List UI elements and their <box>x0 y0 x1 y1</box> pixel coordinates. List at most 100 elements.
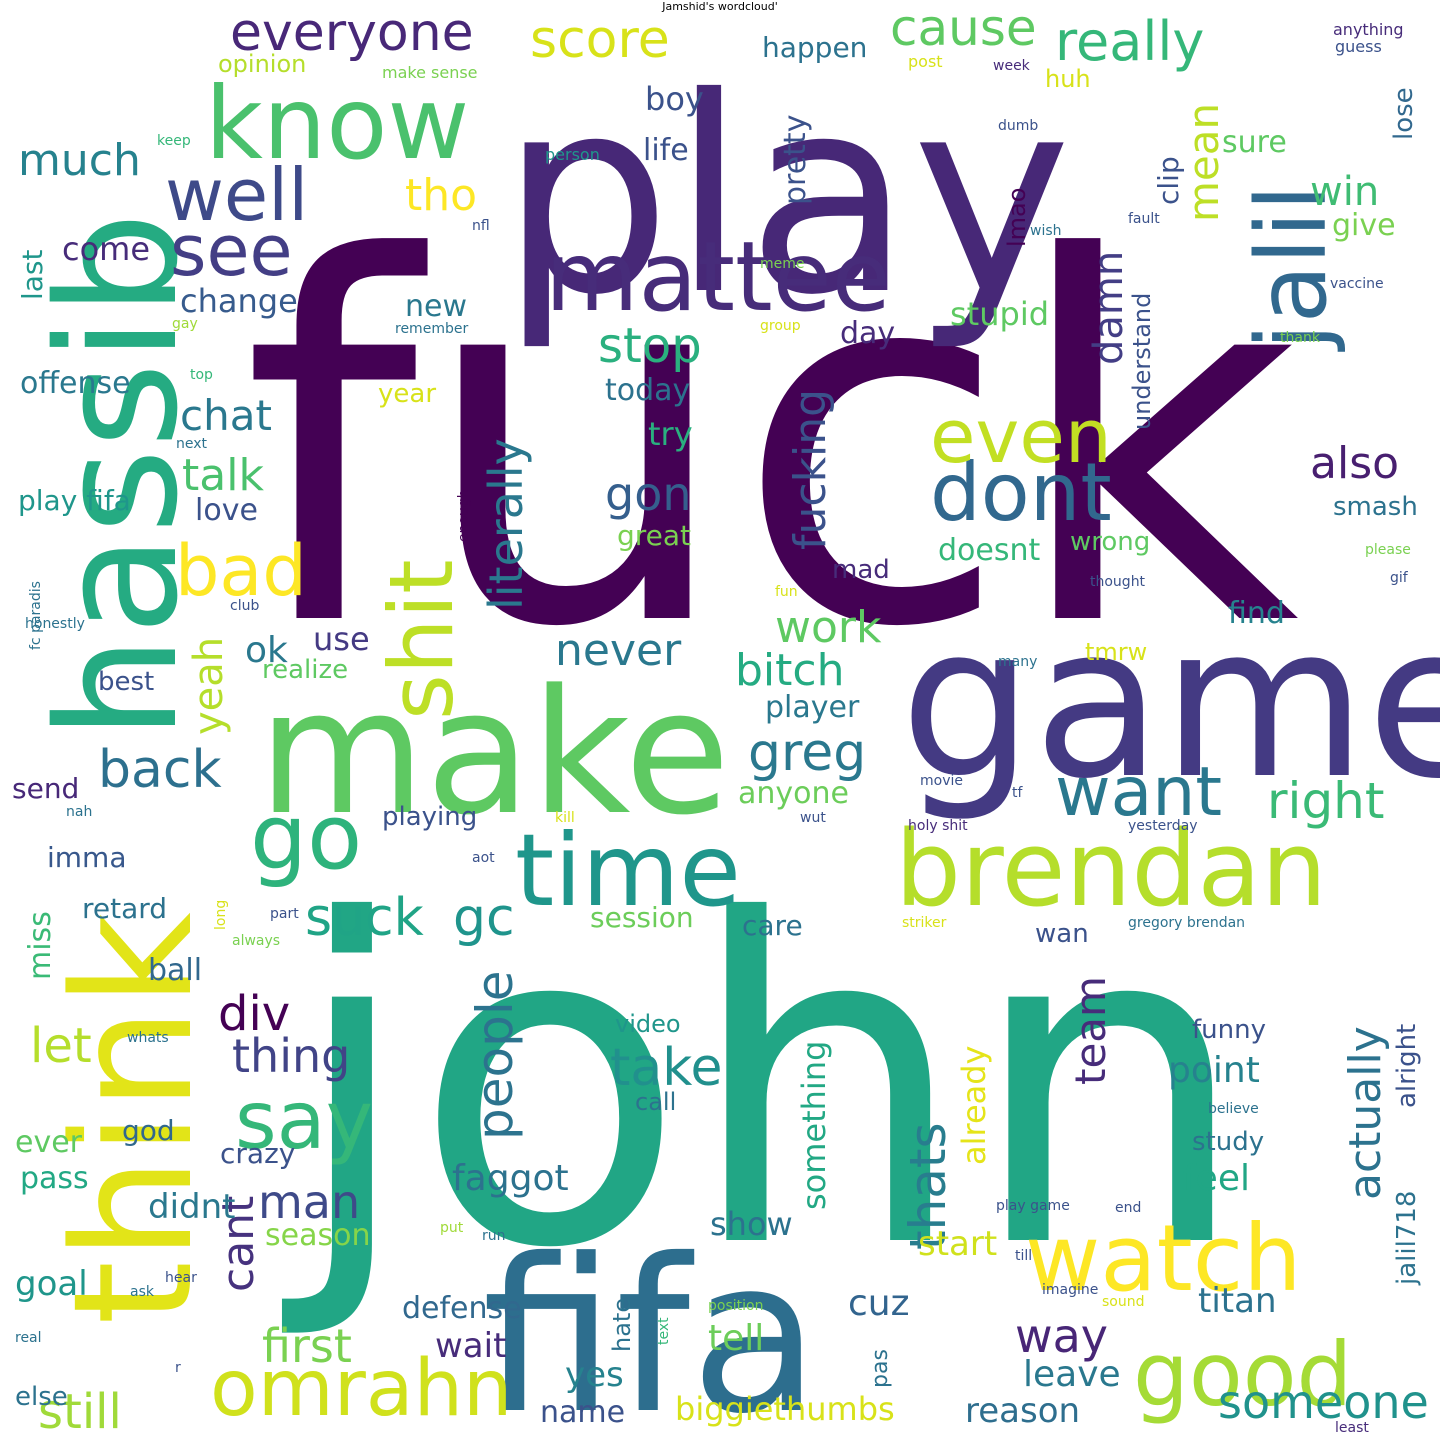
word-really: really <box>1055 10 1204 73</box>
word-good: good <box>1133 1323 1352 1426</box>
word-thank: thank <box>1280 330 1321 346</box>
word-aot: aot <box>472 850 495 866</box>
word-hear: hear <box>165 1270 197 1286</box>
word-crazy: crazy <box>220 1137 295 1170</box>
word-stop: stop <box>598 318 702 374</box>
word-video: video <box>615 1010 681 1038</box>
word-least: least <box>1335 1420 1369 1436</box>
word-change: change <box>180 282 298 320</box>
word-boy: boy <box>645 80 704 118</box>
word-try: try <box>648 415 693 453</box>
word-still: still <box>38 1384 122 1440</box>
word-text: text <box>656 1317 672 1345</box>
word-ok: ok <box>245 630 288 671</box>
word-new: new <box>405 289 467 324</box>
word-life: life <box>643 133 689 168</box>
word-show: show <box>710 1205 793 1243</box>
word-wrong: wrong <box>1070 527 1150 557</box>
word-nfl: nfl <box>472 218 490 234</box>
word-thats: thats <box>899 1122 957 1250</box>
word-huh: huh <box>1045 65 1091 93</box>
word-sound: sound <box>1102 1294 1145 1310</box>
word-fifa: fifa <box>482 1213 820 1440</box>
word-point: point <box>1168 1050 1260 1091</box>
word-gc: gc <box>453 888 515 948</box>
word-pretty: pretty <box>778 115 813 205</box>
word-faggot: faggot <box>452 1158 569 1199</box>
word-team: team <box>1066 976 1115 1085</box>
word-gay: gay <box>172 316 198 332</box>
word-gif: gif <box>1390 570 1409 586</box>
word-make: make <box>258 652 730 853</box>
word-retard: retard <box>82 892 167 925</box>
word-start: start <box>918 1224 997 1264</box>
word-talk: talk <box>182 450 264 501</box>
word-titan: titan <box>1198 1281 1277 1321</box>
word-player: player <box>765 690 860 725</box>
word-send: send <box>12 772 79 805</box>
word-remember: remember <box>395 321 468 337</box>
word-time: time <box>515 812 741 929</box>
word-holy-shit: holy shit <box>908 818 968 834</box>
word-want: want <box>1055 753 1222 832</box>
word-study: study <box>1192 1127 1264 1157</box>
word-care: care <box>742 909 803 942</box>
figure-title: Jamshid's wordcloud' <box>662 0 778 13</box>
word-doesnt: doesnt <box>938 533 1040 568</box>
word-wut: wut <box>800 810 826 826</box>
word-imma: imma <box>47 841 127 874</box>
word-greg: greg <box>748 723 866 783</box>
word-win: win <box>1310 169 1379 215</box>
word-alright: alright <box>1392 1024 1422 1108</box>
word-ever: ever <box>15 1125 83 1160</box>
word-imagine: imagine <box>1042 1282 1098 1298</box>
word-chat: chat <box>180 391 272 440</box>
word-mean: mean <box>1179 103 1228 222</box>
word-work: work <box>775 602 882 653</box>
word-already: already <box>955 1046 993 1166</box>
word-thought: thought <box>1090 574 1146 590</box>
word-thing: thing <box>232 1029 350 1083</box>
word-put: put <box>440 1220 464 1236</box>
word-fun: fun <box>775 584 798 600</box>
word-game: game <box>900 580 1440 825</box>
word-love: love <box>195 493 258 528</box>
word-real: real <box>15 1330 42 1346</box>
word-wait: wait <box>435 1326 506 1366</box>
word-omrahn: omrahn <box>210 1344 512 1434</box>
word-actually: actually <box>1340 1026 1391 1200</box>
word-give: give <box>1332 208 1396 243</box>
word-striker: striker <box>902 915 947 931</box>
word-keep: keep <box>157 133 191 149</box>
word-tho: tho <box>405 170 477 221</box>
word-everyone: everyone <box>230 3 474 63</box>
word-tell: tell <box>708 1318 764 1359</box>
word-position: position <box>708 1298 763 1314</box>
word-div: div <box>218 986 290 1042</box>
word-didnt: didnt <box>148 1187 236 1227</box>
word-offense: offense <box>20 366 131 401</box>
word-week: week <box>993 58 1031 74</box>
word-understand: understand <box>1128 293 1156 430</box>
word-day: day <box>840 316 895 351</box>
word-realize: realize <box>262 655 348 685</box>
word-stupid: stupid <box>950 295 1049 333</box>
word-fc-paradis: fc paradis <box>28 581 44 650</box>
word-honestly: honestly <box>25 616 85 632</box>
word-yesterday: yesterday <box>1128 818 1198 834</box>
word-club: club <box>230 598 259 614</box>
word-post: post <box>908 52 943 71</box>
word-smash: smash <box>1333 492 1418 522</box>
word-even: even <box>930 394 1112 480</box>
word-find: find <box>1228 596 1285 631</box>
word-else: else <box>15 1382 68 1412</box>
word-someone: someone <box>1218 1375 1429 1429</box>
word-group: group <box>760 318 801 334</box>
word-bad: bad <box>175 530 307 612</box>
word-let: let <box>30 1018 92 1074</box>
word-also: also <box>1310 438 1399 489</box>
word-ask: ask <box>130 1284 155 1300</box>
word-first: first <box>262 1319 352 1373</box>
word-jalil718: jalil718 <box>1392 1191 1422 1286</box>
